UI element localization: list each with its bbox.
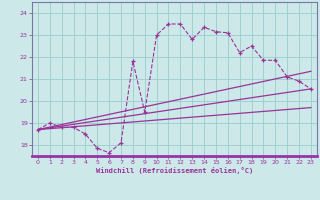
X-axis label: Windchill (Refroidissement éolien,°C): Windchill (Refroidissement éolien,°C) <box>96 167 253 174</box>
